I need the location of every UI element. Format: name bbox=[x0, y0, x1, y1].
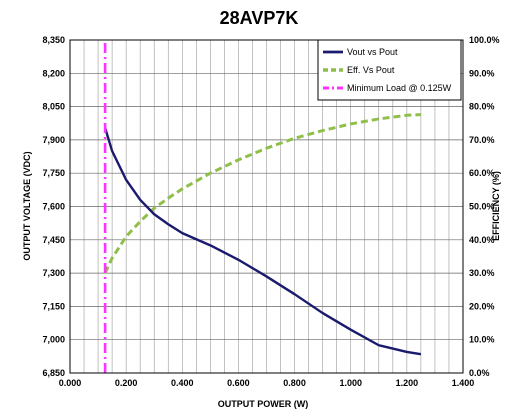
x-axis-ticks: 0.000 0.200 0.400 0.600 0.800 1.000 1.200 1.400 bbox=[59, 378, 475, 388]
y2-tick-label: 20.0% bbox=[469, 301, 495, 311]
x-tick-label: 1.200 bbox=[396, 378, 419, 388]
plot-frame bbox=[69, 39, 464, 374]
x-tick-label: 1.000 bbox=[339, 378, 362, 388]
y-tick-label: 7,900 bbox=[42, 135, 65, 145]
y-tick-label: 7,450 bbox=[42, 235, 65, 245]
y-tick-label: 7,000 bbox=[42, 335, 65, 345]
y2-tick-label: 40.0% bbox=[469, 235, 495, 245]
x-tick-label: 0.800 bbox=[283, 378, 306, 388]
y-tick-label: 7,750 bbox=[42, 168, 65, 178]
series-layer bbox=[103, 40, 422, 373]
y-tick-label: 6,850 bbox=[42, 368, 65, 378]
y2-tick-label: 70.0% bbox=[469, 135, 495, 145]
legend-label: Vout vs Pout bbox=[347, 47, 398, 57]
y2-tick-label: 80.0% bbox=[469, 102, 495, 112]
y2-tick-label: 0.0% bbox=[469, 368, 490, 378]
legend-label: Minimum Load @ 0.125W bbox=[347, 83, 452, 93]
y2-tick-label: 100.0% bbox=[469, 35, 500, 45]
y-tick-label: 8,350 bbox=[42, 35, 65, 45]
x-tick-label: 1.400 bbox=[452, 378, 475, 388]
legend-label: Eff. Vs Pout bbox=[347, 65, 395, 75]
series-line-0 bbox=[103, 127, 422, 356]
x-tick-label: 0.200 bbox=[115, 378, 138, 388]
y-tick-label: 8,200 bbox=[42, 68, 65, 78]
y2-tick-label: 90.0% bbox=[469, 68, 495, 78]
y-axis-label: OUTPUT VOLTAGE (VDC) bbox=[22, 151, 32, 260]
series-line-1 bbox=[103, 113, 421, 274]
y2-tick-label: 30.0% bbox=[469, 268, 495, 278]
y-tick-label: 7,150 bbox=[42, 301, 65, 311]
y2-axis-ticks: 0.0% 10.0% 20.0% 30.0% 40.0% 50.0% 60.0% 70.0% 8… bbox=[469, 35, 500, 378]
x-axis-label: OUTPUT POWER (W) bbox=[218, 399, 309, 409]
x-tick-label: 0.400 bbox=[171, 378, 194, 388]
grid bbox=[70, 40, 463, 373]
y2-tick-label: 60.0% bbox=[469, 168, 495, 178]
y-axis-ticks: 6,850 7,000 7,150 7,300 7,450 7,600 7,750 7,900… bbox=[42, 35, 65, 378]
y2-tick-label: 10.0% bbox=[469, 335, 495, 345]
y-tick-label: 8,050 bbox=[42, 102, 65, 112]
legend: Vout vs Pout Eff. Vs Pout Minimum Load @ 0… bbox=[317, 39, 462, 101]
y-tick-label: 7,600 bbox=[42, 202, 65, 212]
x-tick-label: 0.000 bbox=[59, 378, 82, 388]
y-tick-label: 7,300 bbox=[42, 268, 65, 278]
chart-title: 28AVP7K bbox=[220, 8, 299, 28]
y2-axis-label: EFFICIENCY (%) bbox=[491, 171, 501, 241]
y2-tick-label: 50.0% bbox=[469, 202, 495, 212]
x-tick-label: 0.600 bbox=[227, 378, 250, 388]
